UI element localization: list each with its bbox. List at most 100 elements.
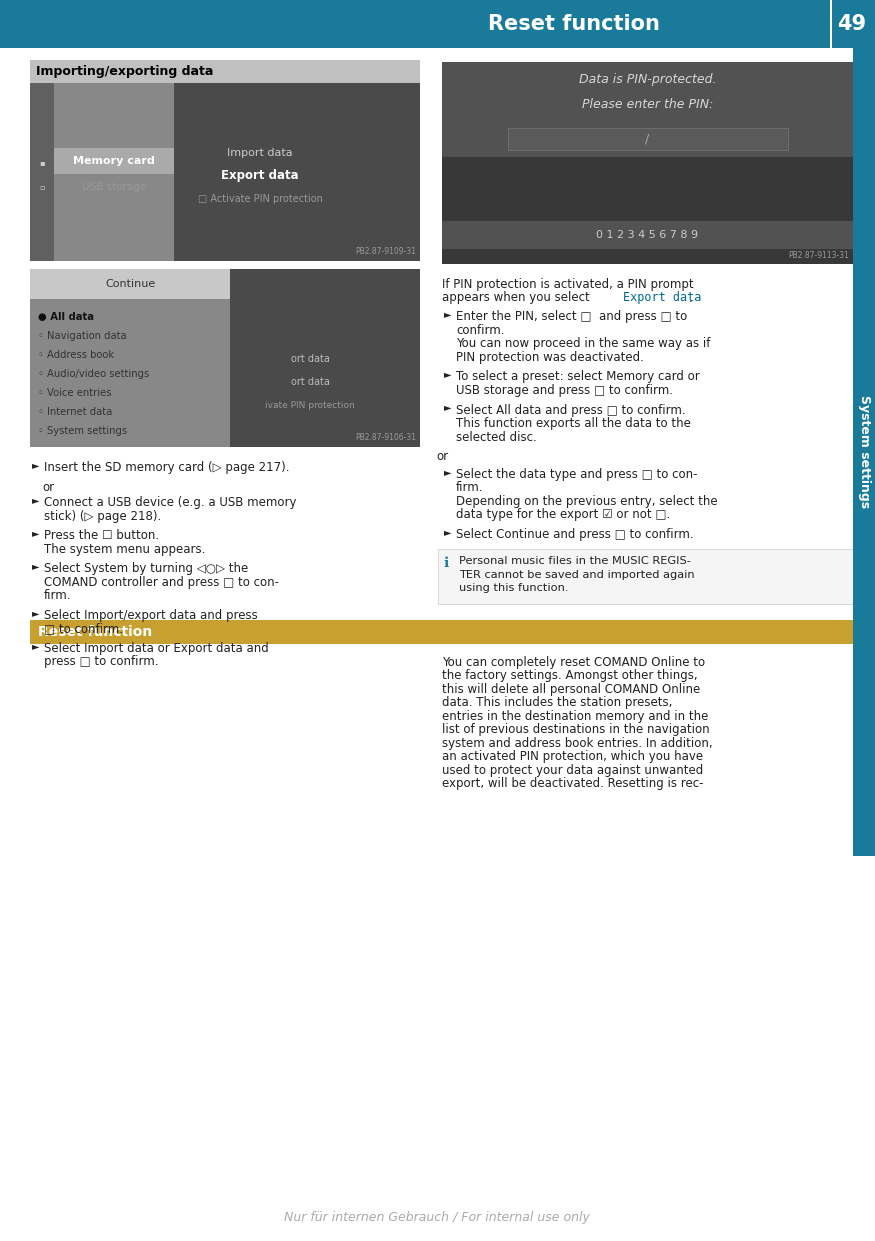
Text: press □ to confirm.: press □ to confirm. — [44, 655, 158, 669]
Text: TER cannot be saved and imported again: TER cannot be saved and imported again — [459, 570, 695, 580]
Text: Nur für internen Gebrauch / For internal use only: Nur für internen Gebrauch / For internal… — [284, 1210, 590, 1224]
Text: list of previous destinations in the navigation: list of previous destinations in the nav… — [442, 724, 710, 736]
Text: export, will be deactivated. Resetting is rec-: export, will be deactivated. Resetting i… — [442, 777, 704, 791]
Text: You can now proceed in the same way as if: You can now proceed in the same way as i… — [456, 338, 710, 350]
Text: Personal music files in the MUSIC REGIS-: Personal music files in the MUSIC REGIS- — [459, 556, 691, 566]
Text: Select All data and press □ to confirm.: Select All data and press □ to confirm. — [456, 403, 686, 417]
Text: the factory settings. Amongst other things,: the factory settings. Amongst other thin… — [442, 669, 697, 683]
Text: ◦ Internet data: ◦ Internet data — [38, 407, 112, 417]
Text: ▪: ▪ — [39, 159, 45, 168]
Text: 49: 49 — [837, 14, 866, 34]
Text: ►: ► — [32, 561, 39, 571]
Text: Memory card: Memory card — [74, 156, 155, 166]
Bar — [442, 62, 853, 158]
Text: firm.: firm. — [44, 589, 72, 602]
Text: USB storage: USB storage — [82, 182, 146, 192]
Text: ►: ► — [32, 460, 39, 470]
Text: appears when you select: appears when you select — [442, 292, 593, 304]
Text: used to protect your data against unwanted: used to protect your data against unwant… — [442, 763, 704, 777]
Text: □ Activate PIN protection: □ Activate PIN protection — [198, 194, 323, 204]
Text: PB2.87-9109-31: PB2.87-9109-31 — [355, 247, 416, 256]
Text: firm.: firm. — [456, 482, 484, 494]
Text: Export data: Export data — [221, 170, 299, 182]
Text: The system menu appears.: The system menu appears. — [44, 542, 206, 556]
Text: ►: ► — [444, 370, 452, 380]
Text: or: or — [42, 480, 54, 494]
Text: data. This includes the station presets,: data. This includes the station presets, — [442, 696, 672, 710]
Text: data type for the export ☑ or not □.: data type for the export ☑ or not □. — [456, 508, 670, 521]
Text: or: or — [436, 450, 448, 463]
Bar — [0, 0, 875, 48]
Text: Depending on the previous entry, select the: Depending on the previous entry, select … — [456, 495, 718, 508]
Text: USB storage and press □ to confirm.: USB storage and press □ to confirm. — [456, 383, 673, 397]
Text: Select Continue and press □ to confirm.: Select Continue and press □ to confirm. — [456, 527, 694, 541]
Text: 0 1 2 3 4 5 6 7 8 9: 0 1 2 3 4 5 6 7 8 9 — [597, 230, 698, 240]
Text: Insert the SD memory card (▷ page 217).: Insert the SD memory card (▷ page 217). — [44, 460, 290, 474]
Text: System settings: System settings — [858, 396, 871, 509]
Text: /: / — [646, 133, 649, 145]
Text: Select System by turning ◁○▷ the: Select System by turning ◁○▷ the — [44, 562, 248, 576]
Bar — [853, 48, 875, 856]
Text: You can completely reset COMAND Online to: You can completely reset COMAND Online t… — [442, 655, 705, 669]
Text: selected disc.: selected disc. — [456, 431, 536, 443]
Text: ◦ System settings: ◦ System settings — [38, 426, 127, 436]
Text: PIN protection was deactivated.: PIN protection was deactivated. — [456, 351, 644, 364]
Bar — [54, 148, 174, 174]
Text: Select Import data or Export data and: Select Import data or Export data and — [44, 642, 269, 655]
Text: Please enter the PIN:: Please enter the PIN: — [582, 98, 713, 110]
Text: ◦ Voice entries: ◦ Voice entries — [38, 388, 111, 398]
Text: using this function.: using this function. — [459, 583, 569, 593]
Text: Press the ☐ button.: Press the ☐ button. — [44, 529, 159, 542]
Text: ort data: ort data — [290, 354, 329, 364]
Bar — [830, 0, 832, 48]
Text: Connect a USB device (e.g. a USB memory: Connect a USB device (e.g. a USB memory — [44, 496, 297, 509]
Text: system and address book entries. In addition,: system and address book entries. In addi… — [442, 737, 712, 750]
Bar — [30, 60, 420, 83]
Text: ►: ► — [444, 467, 452, 477]
Text: If PIN protection is activated, a PIN prompt: If PIN protection is activated, a PIN pr… — [442, 278, 694, 290]
Text: Export data: Export data — [623, 292, 702, 304]
Text: ◦ Address book: ◦ Address book — [38, 350, 114, 360]
Text: ℹ: ℹ — [443, 556, 448, 571]
Text: stick) (▷ page 218).: stick) (▷ page 218). — [44, 510, 161, 522]
Bar — [30, 269, 230, 299]
Text: ort data: ort data — [290, 377, 329, 387]
Bar — [442, 221, 853, 249]
Text: this will delete all personal COMAND Online: this will delete all personal COMAND Onl… — [442, 683, 700, 696]
Text: ● All data: ● All data — [38, 311, 94, 321]
Text: Data is PIN-protected.: Data is PIN-protected. — [578, 73, 717, 87]
Text: entries in the destination memory and in the: entries in the destination memory and in… — [442, 710, 709, 722]
Text: Select the data type and press □ to con-: Select the data type and press □ to con- — [456, 468, 697, 480]
Bar — [438, 550, 853, 604]
Text: ►: ► — [32, 608, 39, 618]
Bar — [30, 269, 230, 447]
Text: ►: ► — [444, 526, 452, 537]
Text: This function exports all the data to the: This function exports all the data to th… — [456, 417, 691, 431]
Bar — [30, 619, 853, 644]
Text: ▫: ▫ — [39, 182, 45, 191]
Bar — [54, 83, 174, 261]
Text: □ to confirm.: □ to confirm. — [44, 622, 123, 635]
Text: ivate PIN protection: ivate PIN protection — [265, 401, 355, 410]
Text: PB2.87-9113-31: PB2.87-9113-31 — [788, 251, 849, 261]
Text: Reset function: Reset function — [38, 624, 152, 639]
Text: Continue: Continue — [105, 279, 155, 289]
Text: Importing/exporting data: Importing/exporting data — [36, 65, 214, 78]
Text: Enter the PIN, select □  and press □ to: Enter the PIN, select □ and press □ to — [456, 310, 687, 324]
Bar — [30, 269, 420, 447]
Text: ◦ Navigation data: ◦ Navigation data — [38, 331, 127, 341]
Text: To select a preset: select Memory card or: To select a preset: select Memory card o… — [456, 371, 700, 383]
Text: ►: ► — [32, 529, 39, 539]
Text: ◦ Audio/video settings: ◦ Audio/video settings — [38, 369, 150, 379]
Text: ►: ► — [444, 309, 452, 319]
Bar — [30, 83, 54, 261]
Text: ►: ► — [32, 640, 39, 650]
Bar — [442, 62, 853, 264]
Text: Select Import/export data and press: Select Import/export data and press — [44, 609, 258, 622]
Text: an activated PIN protection, which you have: an activated PIN protection, which you h… — [442, 751, 704, 763]
Text: PB2.87-9106-31: PB2.87-9106-31 — [355, 433, 416, 442]
Text: COMAND controller and press □ to con-: COMAND controller and press □ to con- — [44, 576, 279, 588]
Text: Reset function: Reset function — [488, 14, 660, 34]
Text: ►: ► — [444, 402, 452, 412]
Bar — [30, 83, 420, 261]
